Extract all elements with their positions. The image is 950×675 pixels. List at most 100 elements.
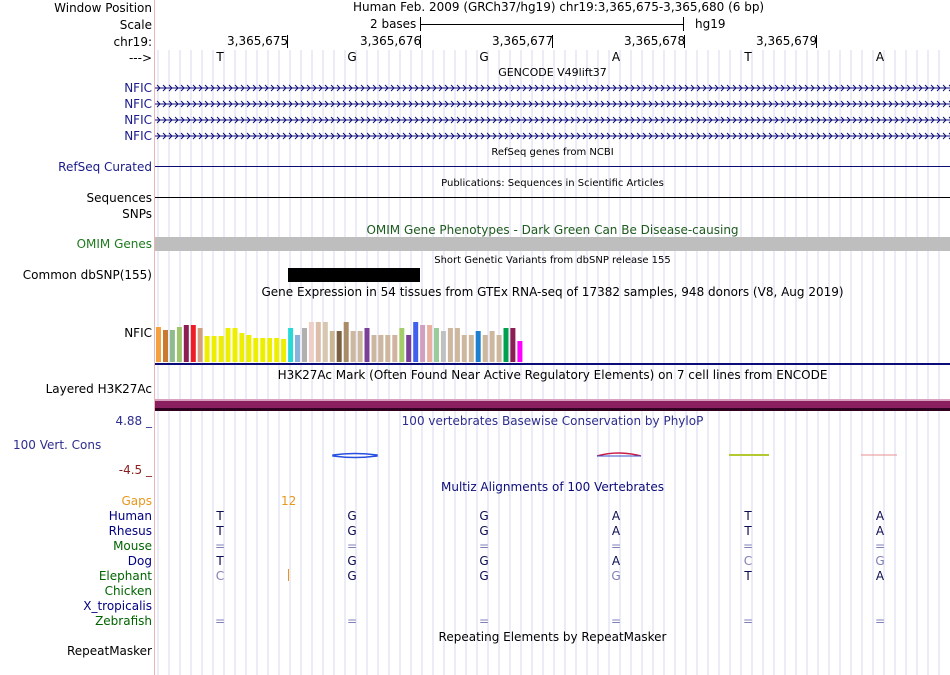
gencode-gene-label[interactable]: NFIC <box>124 129 152 143</box>
aligned-base: G <box>347 509 357 523</box>
gencode-transcript[interactable] <box>155 131 950 141</box>
gencode-gene-label[interactable]: NFIC <box>124 81 152 95</box>
gtex-tissue-bar <box>336 331 342 362</box>
species-label[interactable]: Dog <box>127 554 152 568</box>
gtex-tissue-bar <box>322 322 328 362</box>
gtex-tissue-bar <box>447 328 453 362</box>
gencode-transcript[interactable] <box>155 115 950 125</box>
aligned-base: T <box>216 509 224 523</box>
species-label[interactable]: Rhesus <box>108 524 152 538</box>
base-grid <box>157 50 940 675</box>
h3k27ac-title: H3K27Ac Mark (Often Found Near Active Re… <box>277 368 828 382</box>
species-label[interactable]: Chicken <box>104 584 152 598</box>
aligned-base: C <box>215 569 225 583</box>
gencode-gene-label[interactable]: NFIC <box>124 97 152 111</box>
gtex-tissue-bar <box>343 322 349 362</box>
gtex-tissue-bar <box>163 330 168 362</box>
phylop-mark-1 <box>332 452 378 459</box>
gtex-tissue-bar <box>253 338 259 362</box>
aligned-base: A <box>875 569 885 583</box>
dbsnp-label[interactable]: Common dbSNP(155) <box>22 268 152 282</box>
omim-label[interactable]: OMIM Genes <box>76 237 152 251</box>
species-label[interactable]: Elephant <box>98 569 152 583</box>
conservation-label[interactable]: 100 Vert. Cons <box>13 438 102 452</box>
species-label[interactable]: Zebrafish <box>95 614 152 628</box>
aligned-base: = <box>874 539 886 553</box>
gencode-transcript[interactable] <box>155 83 950 93</box>
species-label[interactable]: X_tropicalis <box>83 599 152 613</box>
multiz-title: Multiz Alignments of 100 Vertebrates <box>440 480 665 494</box>
repeatmasker-label[interactable]: RepeatMasker <box>66 644 152 658</box>
omim-gene-bar[interactable] <box>155 237 950 251</box>
strand-label: ---> <box>128 51 152 65</box>
gencode-title: GENCODE V49lift37 <box>498 66 607 79</box>
refseq-label[interactable]: RefSeq Curated <box>58 160 152 174</box>
gtex-tissue-bar <box>427 325 433 362</box>
h3k27ac-layer-bottom[interactable] <box>155 408 950 411</box>
aligned-base: T <box>216 524 224 538</box>
aligned-base: A <box>611 554 621 568</box>
aligned-base: = <box>346 614 358 628</box>
coordinate-tick-label: 3,365,675 <box>227 34 289 48</box>
aligned-base: G <box>479 569 489 583</box>
reference-base: A <box>875 50 885 64</box>
gtex-tissue-bar <box>406 335 412 362</box>
aligned-base: G <box>347 524 357 538</box>
omim-title: OMIM Gene Phenotypes - Dark Green Can Be… <box>366 223 739 237</box>
gtex-tissue-bar <box>183 325 189 362</box>
species-label[interactable]: Mouse <box>113 539 152 553</box>
publications-line[interactable] <box>155 197 950 198</box>
gtex-tissue-bar <box>434 328 439 362</box>
aligned-base: G <box>479 524 489 538</box>
window-position-label: Window Position <box>54 1 152 15</box>
dbsnp-variant-block[interactable] <box>288 268 420 282</box>
gtex-title: Gene Expression in 54 tissues from GTEx … <box>261 285 844 299</box>
scale-bar <box>420 17 684 31</box>
gtex-tissue-bar <box>204 336 210 362</box>
gtex-tissue-bar <box>267 338 273 362</box>
scale-label: Scale <box>119 18 152 32</box>
gtex-tissue-bar <box>260 338 266 362</box>
gtex-expression-chart[interactable] <box>155 301 535 362</box>
conservation-plot[interactable] <box>155 440 950 470</box>
gtex-tissue-bar <box>413 322 419 362</box>
snps-label[interactable]: SNPs <box>122 207 152 221</box>
h3k27ac-layer-top[interactable] <box>155 399 950 401</box>
coordinate-tick <box>684 35 685 48</box>
gtex-tissue-bar <box>329 331 335 362</box>
aligned-base: A <box>611 524 621 538</box>
aligned-base: T <box>744 524 752 538</box>
assembly-label: hg19 <box>695 17 726 31</box>
dbsnp-title: Short Genetic Variants from dbSNP releas… <box>434 255 671 266</box>
gtex-tissue-bar <box>392 335 398 362</box>
window-position-value: Human Feb. 2009 (GRCh37/hg19) chr19:3,36… <box>353 0 765 14</box>
gtex-tissue-bar <box>239 333 245 362</box>
gtex-tissue-bar <box>315 322 321 362</box>
gtex-tissue-bar <box>288 328 294 362</box>
aligned-base: = <box>610 539 622 553</box>
gencode-transcript[interactable] <box>155 99 950 109</box>
gencode-gene-label[interactable]: NFIC <box>124 113 152 127</box>
gtex-tissue-bar <box>489 331 495 362</box>
reference-base: T <box>216 50 224 64</box>
refseq-gene-line[interactable] <box>155 166 950 167</box>
reference-base: T <box>744 50 752 64</box>
aligned-base: = <box>478 614 490 628</box>
gtex-tissue-bar <box>176 327 182 362</box>
gtex-tissue-bar <box>385 335 391 362</box>
gtex-gene-label[interactable]: NFIC <box>124 326 152 340</box>
h3k27ac-layer-mid[interactable] <box>155 401 950 408</box>
gtex-tissue-bar <box>232 328 238 362</box>
aligned-base: T <box>216 554 224 568</box>
species-label[interactable]: Human <box>108 509 152 523</box>
conservation-ymax: 4.88 _ <box>115 414 152 428</box>
sequences-label[interactable]: Sequences <box>86 191 152 205</box>
aligned-base: G <box>347 554 357 568</box>
gtex-tissue-bar <box>246 335 252 362</box>
publications-title: Publications: Sequences in Scientific Ar… <box>441 178 664 189</box>
repeatmasker-title: Repeating Elements by RepeatMasker <box>438 630 667 644</box>
h3k27ac-label[interactable]: Layered H3K27Ac <box>45 382 152 396</box>
aligned-base: = <box>478 539 490 553</box>
aligned-base: G <box>611 569 621 583</box>
scale-value: 2 bases <box>370 17 417 31</box>
